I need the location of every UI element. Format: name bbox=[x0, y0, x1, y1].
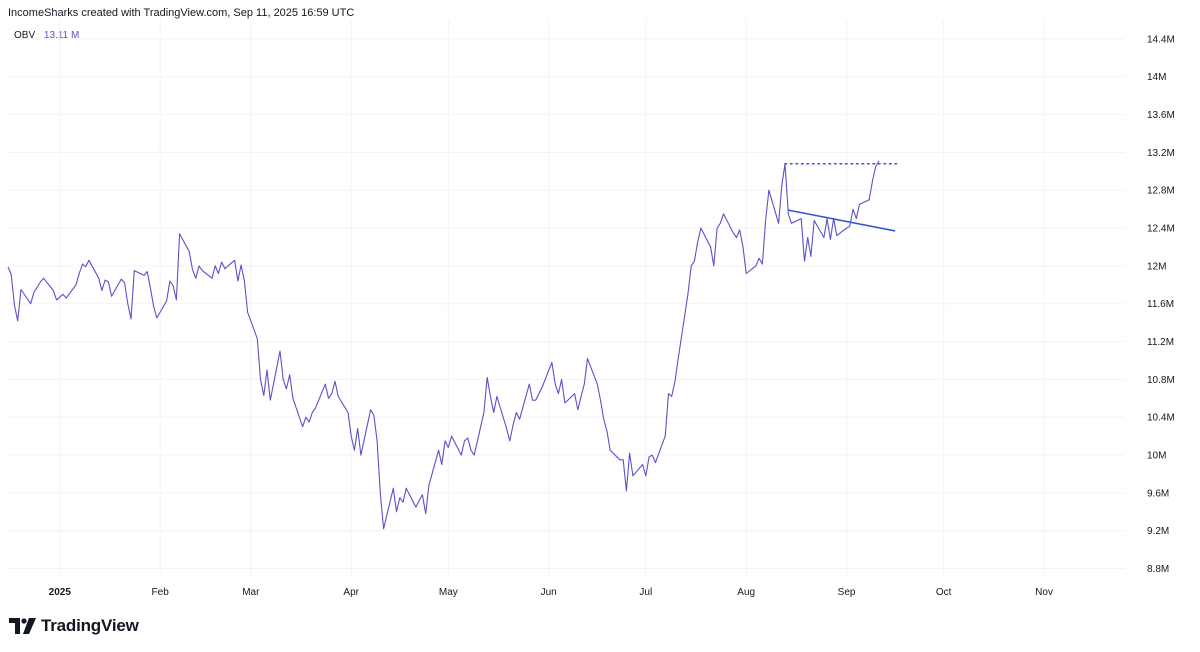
tradingview-logo-icon bbox=[9, 618, 36, 634]
annotation-layer bbox=[784, 162, 900, 232]
x-tick-label: Jun bbox=[541, 587, 557, 598]
support-trendline[interactable] bbox=[788, 209, 896, 232]
y-tick-label: 10M bbox=[1147, 451, 1166, 462]
x-tick-label: Apr bbox=[343, 587, 359, 598]
y-tick-label: 9.2M bbox=[1147, 526, 1169, 537]
chart-grid bbox=[8, 20, 1125, 578]
x-tick-label: Nov bbox=[1035, 587, 1053, 598]
y-tick-label: 12.8M bbox=[1147, 186, 1175, 197]
indicator-name: OBV bbox=[14, 30, 36, 41]
series-layer bbox=[7, 160, 880, 530]
y-tick-label: 9.6M bbox=[1147, 488, 1169, 499]
y-tick-label: 11.2M bbox=[1147, 337, 1174, 348]
y-tick-label: 8.8M bbox=[1147, 564, 1169, 575]
x-tick-label: 2025 bbox=[49, 587, 72, 598]
x-axis: 2025 Feb Mar Apr May Jun Jul Aug Sep Oct Nov bbox=[49, 587, 1053, 598]
indicator-value: 13.11 M bbox=[43, 30, 80, 41]
y-tick-label: 12M bbox=[1147, 261, 1166, 272]
y-tick-label: 12.4M bbox=[1147, 224, 1175, 235]
y-tick-label: 11.6M bbox=[1147, 299, 1174, 310]
x-tick-label: Sep bbox=[838, 587, 856, 598]
obv-series-line[interactable] bbox=[7, 160, 880, 530]
x-tick-label: Jul bbox=[639, 587, 652, 598]
tradingview-logo[interactable]: TradingView bbox=[9, 616, 139, 636]
y-tick-label: 13.6M bbox=[1147, 110, 1175, 121]
x-tick-label: Mar bbox=[242, 587, 260, 598]
x-tick-label: May bbox=[439, 587, 458, 598]
y-tick-label: 10.4M bbox=[1147, 413, 1175, 424]
y-tick-label: 14.4M bbox=[1147, 34, 1175, 45]
x-tick-label: Aug bbox=[737, 587, 755, 598]
chart-header: IncomeSharks created with TradingView.co… bbox=[8, 7, 355, 19]
indicator-legend[interactable]: OBV 13.11 M bbox=[14, 30, 79, 41]
x-tick-label: Feb bbox=[152, 587, 170, 598]
x-tick-label: Oct bbox=[936, 587, 952, 598]
y-axis: 8.8M 9.2M 9.6M 10M 10.4M 10.8M 11.2M 11.6M 12M 12… bbox=[1147, 34, 1175, 575]
tradingview-logo-text: TradingView bbox=[41, 616, 139, 635]
y-tick-label: 13.2M bbox=[1147, 148, 1175, 159]
y-tick-label: 14M bbox=[1147, 72, 1166, 83]
y-tick-label: 10.8M bbox=[1147, 375, 1175, 386]
